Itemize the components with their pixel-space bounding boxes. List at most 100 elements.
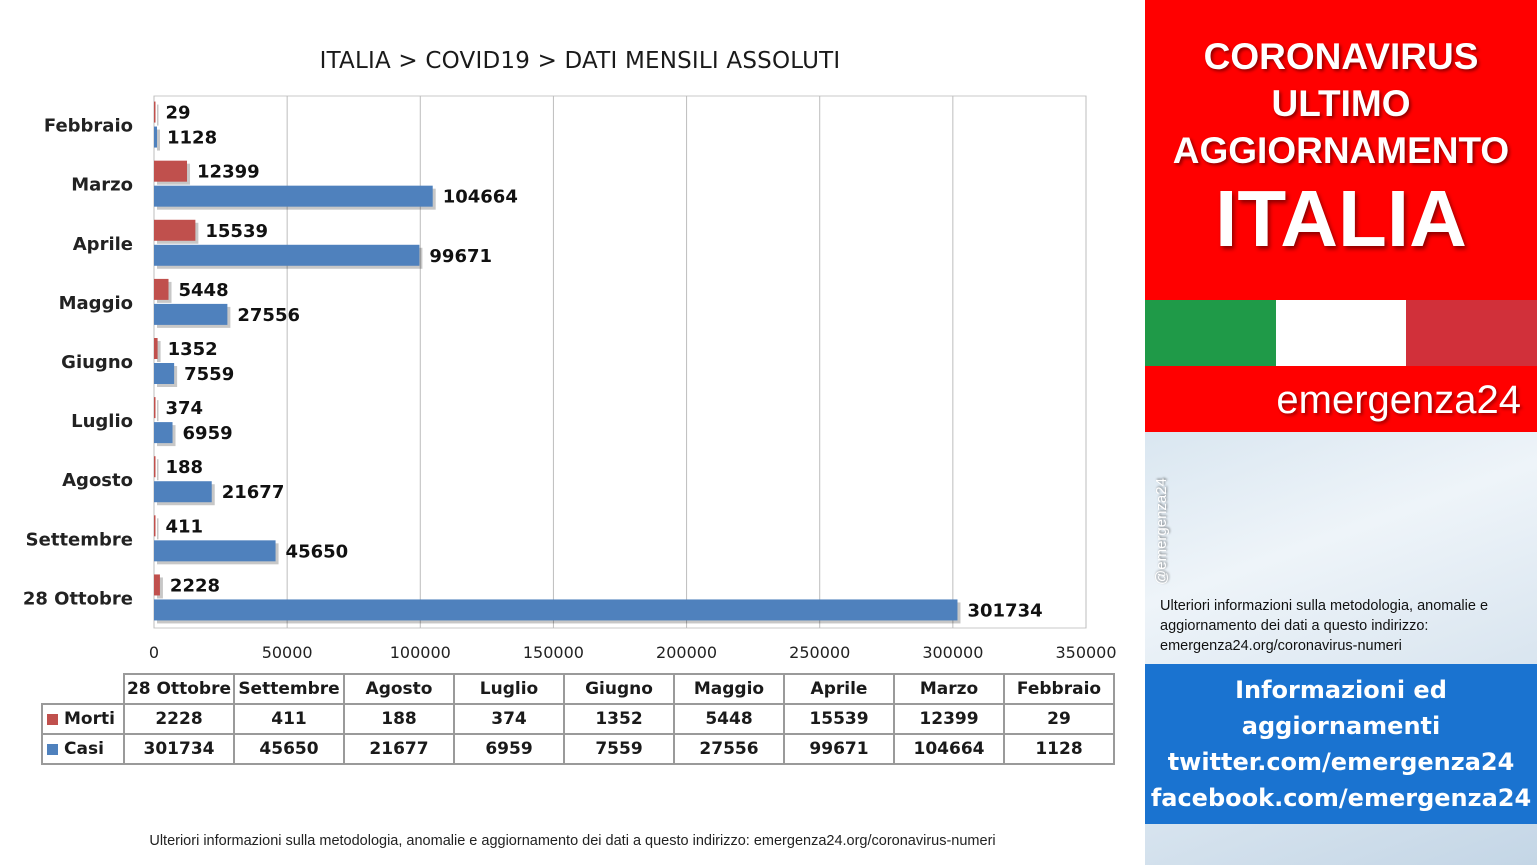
data-label: 45650 (286, 541, 349, 562)
data-label: 1128 (167, 128, 217, 149)
data-table-cell: 6959 (453, 733, 565, 765)
data-label: 29 (166, 103, 191, 124)
data-label: 374 (166, 398, 204, 419)
data-table-col-header: Marzo (893, 673, 1005, 705)
row-label-text: Casi (64, 739, 104, 759)
bar-shadow (157, 400, 159, 422)
data-label: 7559 (184, 364, 234, 385)
bar-morti (154, 219, 196, 241)
bar-morti (154, 397, 156, 419)
x-tick-label: 50000 (262, 643, 313, 662)
data-label: 1352 (168, 339, 218, 360)
legend-swatch-casi (47, 743, 58, 755)
bar-casi (154, 303, 228, 325)
brand-logo-text: emergenza24 (1276, 378, 1521, 422)
bar-casi (154, 422, 173, 444)
promo-block: Informazioni ed aggiornamenti twitter.co… (1145, 664, 1537, 824)
data-table-cell: 104664 (893, 733, 1005, 765)
data-table-cell: 27556 (673, 733, 785, 765)
y-category-label: Luglio (71, 411, 133, 432)
data-label: 188 (166, 457, 204, 478)
chart-title: ITALIA > COVID19 > DATI MENSILI ASSOLUTI (319, 48, 841, 74)
data-label: 12399 (197, 162, 260, 183)
data-table-col-header: Agosto (343, 673, 455, 705)
x-tick-label: 0 (149, 643, 159, 662)
social-handle: @emergenza24 (1153, 478, 1170, 585)
bar-morti (154, 160, 188, 182)
promo-line: aggiornamenti (1241, 712, 1441, 740)
data-label: 411 (166, 516, 204, 537)
row-label-text: Morti (64, 709, 115, 729)
side-panel: CORONAVIRUS ULTIMO AGGIORNAMENTO ITALIA … (1145, 0, 1537, 865)
bar-morti (154, 278, 169, 300)
data-table-cell: 15539 (783, 703, 895, 735)
flag-stripe-green (1145, 300, 1276, 366)
bar-casi (154, 244, 420, 266)
bar-casi (154, 481, 212, 503)
bar-shadow (157, 129, 161, 151)
flag-stripe-red (1406, 300, 1537, 366)
bar-morti (154, 574, 160, 596)
data-table-cell: 301734 (123, 733, 235, 765)
data-table-cell: 2228 (123, 703, 235, 735)
x-tick-label: 200000 (656, 643, 717, 662)
bar-shadow (157, 104, 159, 126)
data-table-col-header: Febbraio (1003, 673, 1115, 705)
info-text: Ulteriori informazioni sulla metodologia… (1160, 598, 1489, 654)
legend-swatch-morti (47, 713, 58, 725)
bar-casi (154, 126, 158, 148)
bar-casi (154, 599, 958, 621)
bar-morti (154, 338, 158, 359)
data-table-cell: 29 (1003, 703, 1115, 735)
data-table-cell: 5448 (673, 703, 785, 735)
y-category-label: Giugno (61, 352, 133, 373)
data-table-corner (42, 674, 124, 704)
bar-casi (154, 185, 433, 207)
headline-line: CORONAVIRUS (1203, 36, 1479, 77)
data-table-cell: 374 (453, 703, 565, 735)
data-label: 5448 (179, 280, 229, 301)
data-table-col-header: Settembre (233, 673, 345, 705)
bar-shadow (157, 577, 163, 599)
data-table-col-header: Aprile (783, 673, 895, 705)
data-table-row-casi: Casi 301734 45650 21677 6959 7559 27556 … (41, 733, 1115, 765)
data-table-row-morti: Morti 2228 411 188 374 1352 5448 15539 1… (41, 703, 1115, 735)
data-table-cell: 1128 (1003, 733, 1115, 765)
chart-panel: ITALIA > COVID19 > DATI MENSILI ASSOLUTI… (22, 48, 1117, 849)
headline-line: AGGIORNAMENTO (1172, 130, 1510, 171)
y-category-label: Agosto (62, 470, 133, 491)
promo-line: Informazioni ed (1235, 676, 1447, 704)
data-table-col-header: 28 Ottobre (123, 673, 235, 705)
data-label: 15539 (205, 221, 268, 242)
bar-shadow (157, 518, 159, 540)
x-tick-label: 250000 (789, 643, 850, 662)
bar-morti (154, 101, 156, 123)
data-table: 28 Ottobre Settembre Agosto Luglio Giugn… (41, 673, 1115, 765)
x-tick-label: 350000 (1055, 643, 1116, 662)
y-category-label: Marzo (71, 175, 133, 196)
data-label: 6959 (183, 423, 233, 444)
data-label: 27556 (237, 305, 300, 326)
data-label: 301734 (967, 600, 1042, 621)
promo-facebook-link[interactable]: facebook.com/emergenza24 (1150, 784, 1532, 812)
y-category-label: Aprile (73, 234, 133, 255)
headline-line: ULTIMO (1271, 83, 1411, 124)
data-table-cell: 45650 (233, 733, 345, 765)
data-table-cell: 1352 (563, 703, 675, 735)
data-table-row-label: Morti (41, 703, 125, 735)
bar-shadow (157, 341, 161, 362)
data-table-col-header: Maggio (673, 673, 785, 705)
bar-shadow (157, 459, 159, 481)
footnote: Ulteriori informazioni sulla metodologia… (149, 833, 996, 849)
data-table-col-header: Luglio (453, 673, 565, 705)
data-table-col-header: Giugno (563, 673, 675, 705)
flag-stripe-white (1275, 300, 1407, 366)
bar-morti (154, 456, 156, 478)
y-category-label: 28 Ottobre (23, 588, 133, 609)
data-table-header-row: 28 Ottobre Settembre Agosto Luglio Giugn… (42, 673, 1115, 705)
promo-twitter-link[interactable]: twitter.com/emergenza24 (1167, 748, 1515, 776)
data-table-cell: 188 (343, 703, 455, 735)
brand-bar: emergenza24 (1145, 366, 1537, 432)
data-label: 104664 (443, 187, 518, 208)
y-category-label: Maggio (59, 293, 133, 314)
